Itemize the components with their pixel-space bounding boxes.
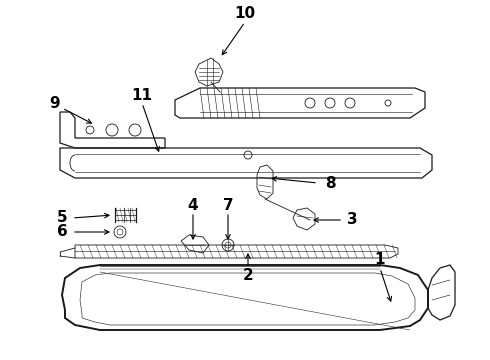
- Text: 2: 2: [243, 269, 253, 284]
- Text: 9: 9: [49, 95, 60, 111]
- Text: 4: 4: [188, 198, 198, 212]
- Text: 10: 10: [234, 6, 256, 22]
- Text: 1: 1: [375, 252, 385, 267]
- Text: 11: 11: [131, 89, 152, 104]
- Text: 7: 7: [222, 198, 233, 212]
- Text: 5: 5: [57, 211, 67, 225]
- Text: 6: 6: [57, 225, 68, 239]
- Text: 8: 8: [325, 175, 335, 190]
- Text: 3: 3: [347, 212, 357, 228]
